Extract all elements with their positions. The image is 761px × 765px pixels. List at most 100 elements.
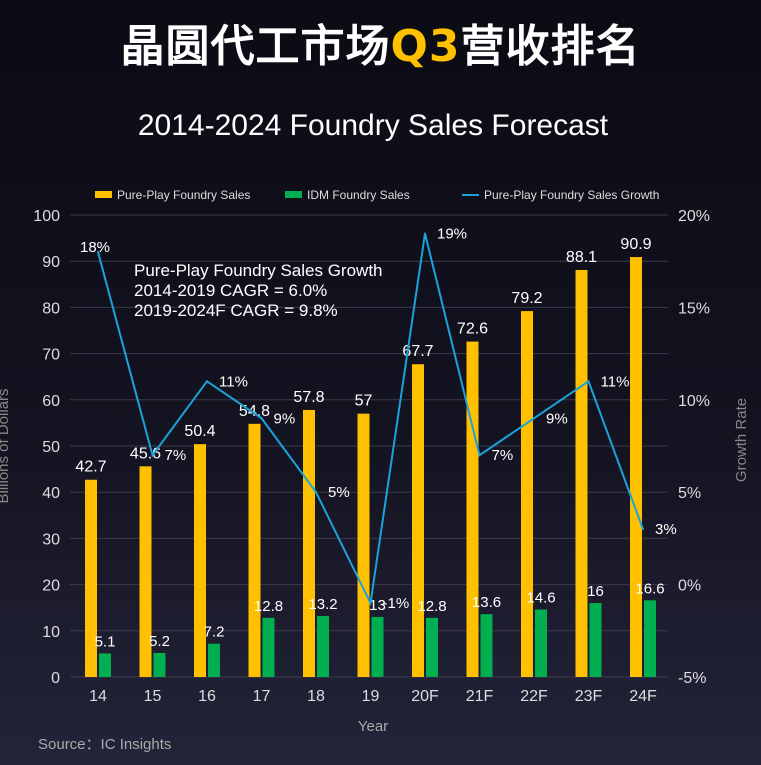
bar-idm bbox=[153, 652, 166, 677]
y2-tick-label: -5% bbox=[678, 670, 706, 687]
legend-label: IDM Foundry Sales bbox=[307, 188, 410, 202]
bar-label-idm: 5.1 bbox=[95, 633, 116, 650]
y2-axis-label: Growth Rate bbox=[733, 398, 750, 482]
bar-idm bbox=[426, 617, 438, 677]
bar-label-idm: 12.8 bbox=[417, 598, 446, 615]
bar-pure-play bbox=[248, 423, 261, 677]
bar-pure-play bbox=[303, 409, 315, 677]
growth-point bbox=[424, 232, 426, 235]
x-tick-label: 15 bbox=[144, 688, 162, 705]
y-tick-label: 70 bbox=[42, 347, 60, 364]
x-tick-label: 20F bbox=[411, 688, 439, 705]
x-tick-label: 16 bbox=[198, 688, 216, 705]
bar-label-pure-play: 67.7 bbox=[402, 343, 433, 360]
x-tick-label: 21F bbox=[466, 688, 494, 705]
y-tick-label: 20 bbox=[42, 578, 60, 595]
bar-label-idm: 12.8 bbox=[254, 598, 283, 615]
bar-pure-play bbox=[194, 444, 206, 677]
growth-label: -1% bbox=[383, 595, 410, 612]
y-tick-label: 30 bbox=[42, 531, 60, 548]
bar-idm bbox=[208, 643, 220, 677]
y-axis-label: Billions of Dollars bbox=[0, 388, 12, 503]
y-tick-label: 80 bbox=[42, 300, 60, 317]
bar-pure-play bbox=[630, 257, 642, 677]
bar-idm bbox=[99, 653, 111, 677]
y-tick-label: 10 bbox=[42, 624, 60, 641]
x-tick-label: 24F bbox=[629, 688, 657, 705]
y2-tick-label: 10% bbox=[678, 393, 710, 410]
bar-label-pure-play: 79.2 bbox=[511, 290, 542, 307]
growth-point bbox=[206, 380, 208, 383]
bar-label-idm: 13.2 bbox=[308, 596, 337, 613]
source-note: Source：IC Insights bbox=[38, 736, 171, 753]
growth-label: 11% bbox=[601, 373, 630, 390]
growth-label: 3% bbox=[655, 521, 677, 538]
y-tick-label: 40 bbox=[42, 485, 60, 502]
growth-point bbox=[587, 380, 590, 383]
banner-highlight: Q3 bbox=[390, 21, 461, 72]
growth-label: 7% bbox=[165, 447, 187, 464]
bar-label-idm: 13 bbox=[369, 597, 386, 614]
bar-label-idm: 5.2 bbox=[149, 633, 170, 650]
bar-pure-play bbox=[139, 466, 152, 677]
growth-label: 9% bbox=[274, 410, 296, 427]
bar-label-pure-play: 90.9 bbox=[620, 236, 651, 253]
growth-label: 11% bbox=[219, 373, 248, 390]
growth-label: 19% bbox=[437, 225, 467, 242]
bar-idm bbox=[317, 616, 329, 677]
growth-point bbox=[315, 491, 317, 494]
bar-idm bbox=[644, 600, 656, 677]
x-tick-label: 17 bbox=[253, 688, 271, 705]
bar-pure-play bbox=[521, 311, 533, 677]
bar-label-pure-play: 57 bbox=[355, 393, 373, 410]
x-tick-label: 14 bbox=[89, 688, 107, 705]
x-tick-label: 22F bbox=[520, 688, 548, 705]
bar-label-idm: 13.6 bbox=[472, 594, 501, 611]
bar-idm bbox=[371, 616, 384, 677]
cagr-annotation: 2019-2024F CAGR = 9.8% bbox=[134, 301, 338, 320]
growth-label: 7% bbox=[492, 447, 514, 464]
x-tick-label: 18 bbox=[307, 688, 325, 705]
bar-idm bbox=[262, 617, 275, 677]
bar-pure-play bbox=[85, 479, 97, 677]
bar-pure-play bbox=[357, 413, 370, 677]
legend-label: Pure-Play Foundry Sales bbox=[117, 188, 250, 202]
y-tick-label: 90 bbox=[42, 254, 60, 271]
growth-point bbox=[642, 528, 644, 531]
banner-title: 晶圆代工市场Q3营收排名 bbox=[0, 10, 761, 74]
y2-tick-label: 5% bbox=[678, 485, 701, 502]
cagr-annotation: 2014-2019 CAGR = 6.0% bbox=[134, 281, 327, 300]
bar-label-pure-play: 45.6 bbox=[130, 445, 161, 462]
bar-label-pure-play: 88.1 bbox=[566, 249, 597, 266]
bar-label-idm: 16.6 bbox=[635, 580, 664, 597]
growth-label: 18% bbox=[80, 239, 110, 256]
bar-label-pure-play: 50.4 bbox=[184, 423, 215, 440]
bar-pure-play bbox=[412, 364, 424, 677]
bar-label-pure-play: 57.8 bbox=[293, 389, 324, 406]
growth-point bbox=[478, 454, 481, 457]
y2-tick-label: 0% bbox=[678, 578, 701, 595]
growth-label: 9% bbox=[546, 410, 568, 427]
banner-text: 晶圆代工市场 bbox=[120, 21, 391, 72]
bar-idm bbox=[535, 609, 547, 677]
legend-label: Pure-Play Foundry Sales Growth bbox=[484, 188, 659, 202]
banner-text-end: 营收排名 bbox=[460, 21, 641, 72]
bar-label-idm: 14.6 bbox=[526, 590, 555, 607]
bar-pure-play bbox=[466, 341, 479, 677]
bar-idm bbox=[589, 603, 602, 677]
growth-point bbox=[533, 417, 535, 420]
y-tick-label: 50 bbox=[42, 439, 60, 456]
y-tick-label: 60 bbox=[42, 393, 60, 410]
bar-label-idm: 16 bbox=[587, 583, 604, 600]
growth-point bbox=[151, 454, 154, 457]
x-tick-label: 23F bbox=[575, 688, 603, 705]
bar-pure-play bbox=[575, 269, 588, 677]
bar-idm bbox=[480, 614, 493, 677]
growth-label: 5% bbox=[328, 484, 350, 501]
growth-point bbox=[97, 250, 99, 253]
legend-swatch bbox=[95, 191, 112, 198]
x-axis-label: Year bbox=[358, 718, 388, 735]
bar-label-idm: 7.2 bbox=[204, 624, 225, 641]
growth-point bbox=[369, 602, 372, 605]
